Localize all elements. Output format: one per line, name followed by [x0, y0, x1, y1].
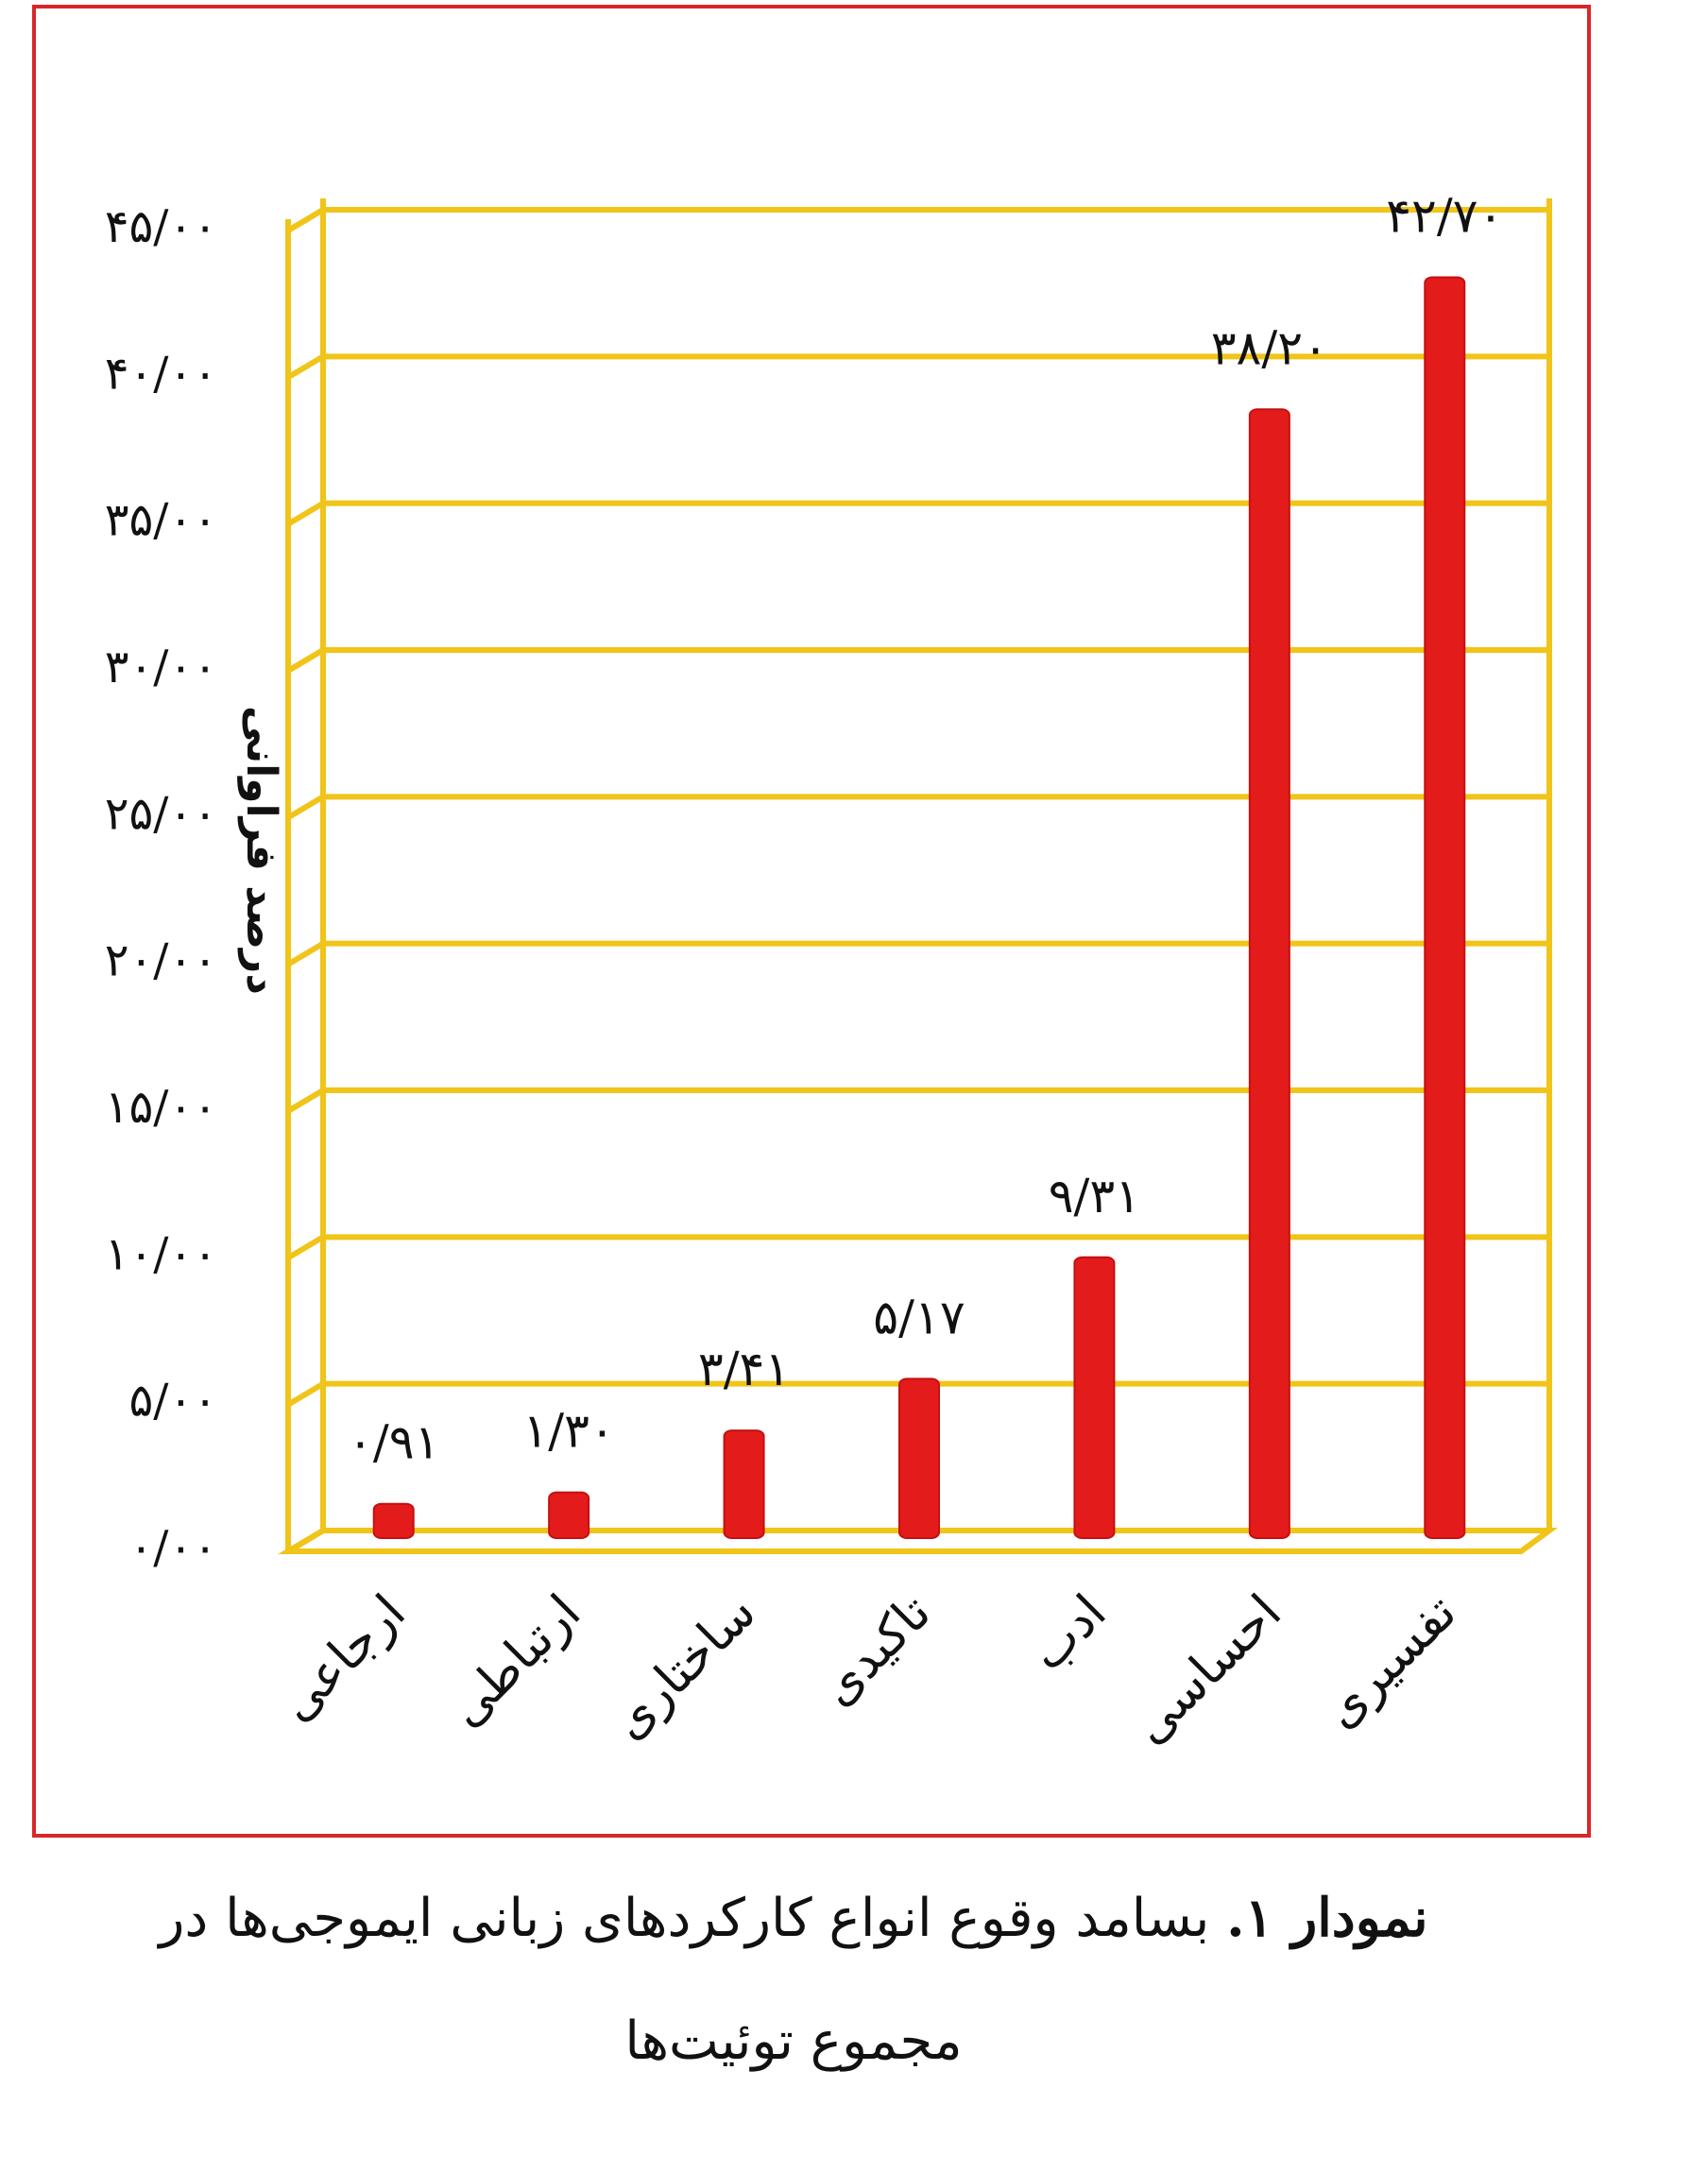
bars-layer — [372, 276, 1466, 1540]
y-tick-label: ۱۰/۰۰ — [105, 1227, 217, 1280]
data-label: ۰/۹۱ — [348, 1415, 439, 1470]
x-category-label: ارجاعی — [268, 1584, 417, 1733]
figure-caption: نمودار ۱. بسامد وقوع انواع کارکردهای زبا… — [57, 1856, 1530, 2103]
bar — [548, 1491, 590, 1539]
data-labels-layer: ۰/۹۱ ۱/۳۰ ۳/۴۱ ۵/۱۷ ۹/۳۱ ۳۸/۲۰ ۴۲/۷۰ — [348, 188, 1503, 1469]
y-axis-ticks: ۰/۰۰ ۵/۰۰ ۱۰/۰۰ ۱۵/۰۰ ۲۰/۰۰ ۲۵/۰۰ ۳۰/۰۰ ۳۵/۰۰ ۴۰… — [105, 200, 217, 1574]
caption-line-1: نمودار ۱. بسامد وقوع انواع کارکردهای زبا… — [57, 1856, 1530, 1980]
category-labels-layer: ارجاعی ارتباطی ساختاری تاکیدی ادب احساسی تفسیر… — [268, 1584, 1467, 1755]
bar — [372, 1502, 415, 1540]
y-tick-label: ۲۰/۰۰ — [105, 934, 217, 987]
x-category-label: ساختاری — [601, 1584, 767, 1751]
caption-lead: نمودار ۱. — [1226, 1887, 1428, 1949]
gridline-side — [286, 1528, 325, 1554]
y-tick-label: ۳۵/۰۰ — [105, 494, 217, 547]
gridline-side — [286, 647, 325, 674]
bar — [1424, 276, 1466, 1539]
data-label: ۳۸/۲۰ — [1211, 320, 1328, 375]
x-category-label: تفسیری — [1312, 1584, 1467, 1739]
bar — [1073, 1256, 1116, 1539]
data-label: ۱/۳۰ — [522, 1404, 614, 1459]
data-label: ۳/۴۱ — [698, 1342, 790, 1396]
x-category-label: ادب — [1019, 1584, 1118, 1683]
caption-line-2: مجموع توئیت‌ها — [624, 2010, 963, 2072]
bar-chart: ۰/۰۰ ۵/۰۰ ۱۰/۰۰ ۱۵/۰۰ ۲۰/۰۰ ۲۵/۰۰ ۳۰/۰۰ ۳۵/۰۰ ۴۰… — [105, 188, 1559, 1755]
bar — [723, 1429, 765, 1539]
gridline-side — [286, 1381, 325, 1408]
chart-frame — [32, 5, 1591, 1838]
data-label: ۵/۱۷ — [873, 1290, 965, 1344]
y-tick-label: ۳۰/۰۰ — [105, 641, 217, 693]
gridline-side — [286, 207, 325, 233]
y-tick-label: ۱۵/۰۰ — [105, 1081, 217, 1134]
data-label: ۴۲/۷۰ — [1386, 188, 1503, 243]
x-category-label: تاکیدی — [810, 1584, 943, 1718]
grid-layer — [278, 198, 1559, 1554]
x-category-label: احساسی — [1121, 1584, 1292, 1755]
y-tick-label: ۰/۰۰ — [128, 1521, 217, 1574]
y-tick-label: ۲۵/۰۰ — [105, 787, 217, 840]
data-label: ۹/۳۱ — [1049, 1169, 1140, 1223]
gridline-side — [286, 1234, 325, 1260]
x-category-label: ارتباطی — [437, 1584, 591, 1738]
bar — [898, 1377, 940, 1540]
gridline-side — [286, 1087, 325, 1114]
gridline-side — [286, 941, 325, 967]
caption-text-1: بسامد وقوع انواع کارکردهای زبانی ایموجی‌… — [159, 1888, 1227, 1949]
y-tick-label: ۴۵/۰۰ — [105, 200, 217, 253]
gridline-side — [286, 794, 325, 820]
bar — [1248, 408, 1290, 1540]
y-tick-label: ۵/۰۰ — [128, 1375, 217, 1428]
y-axis-title: درصد فراوانی — [237, 706, 285, 995]
y-tick-label: ۴۰/۰۰ — [105, 347, 217, 400]
gridline-side — [286, 353, 325, 380]
gridline-side — [286, 501, 325, 527]
